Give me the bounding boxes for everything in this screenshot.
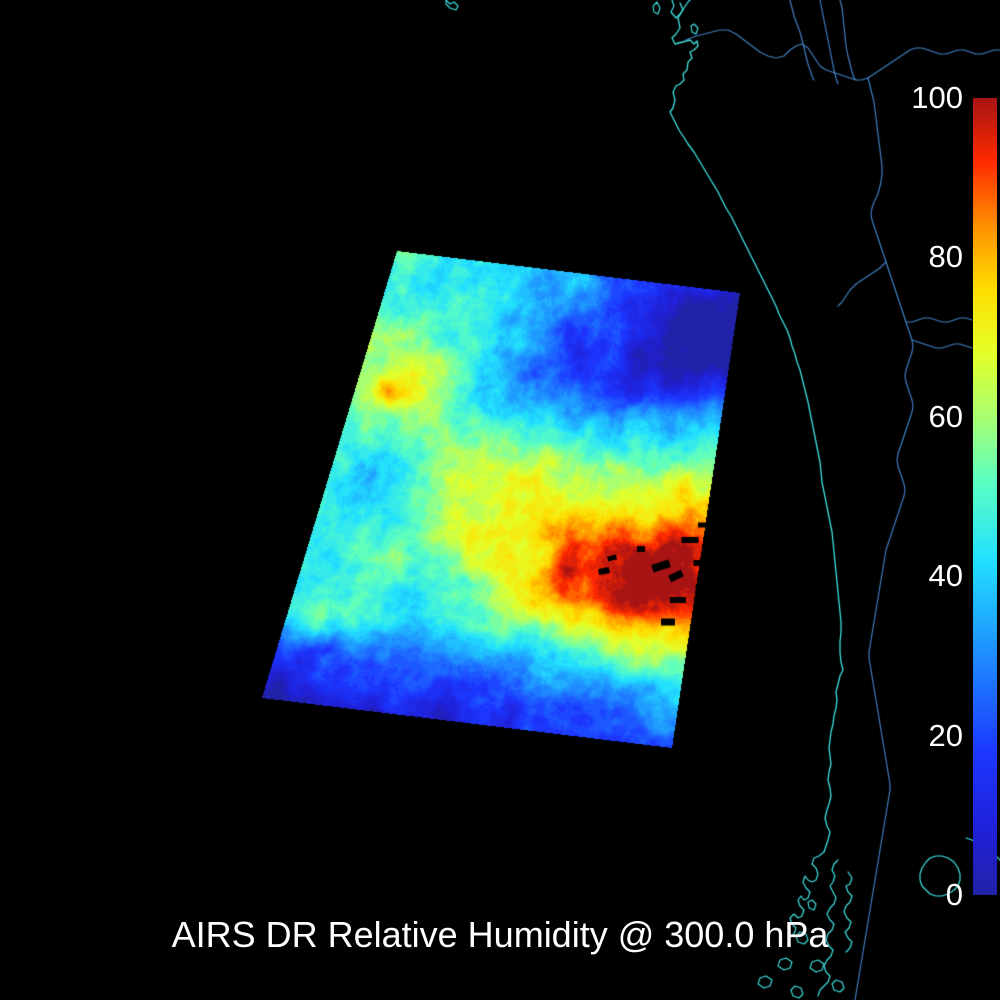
- page-title: AIRS DR Relative Humidity @ 300.0 hPa: [171, 914, 829, 955]
- colorbar-tick-0: 0: [945, 877, 963, 912]
- colorbar-tick-80: 80: [928, 239, 963, 275]
- colorbar-tick-60: 60: [928, 398, 963, 434]
- colorbar-tick-20: 20: [928, 717, 963, 753]
- colorbar-tick-100: 100: [911, 80, 963, 115]
- colorbar-gradient: [973, 98, 997, 895]
- colorbar-tick-40: 40: [928, 558, 963, 594]
- colorbar: [973, 98, 997, 895]
